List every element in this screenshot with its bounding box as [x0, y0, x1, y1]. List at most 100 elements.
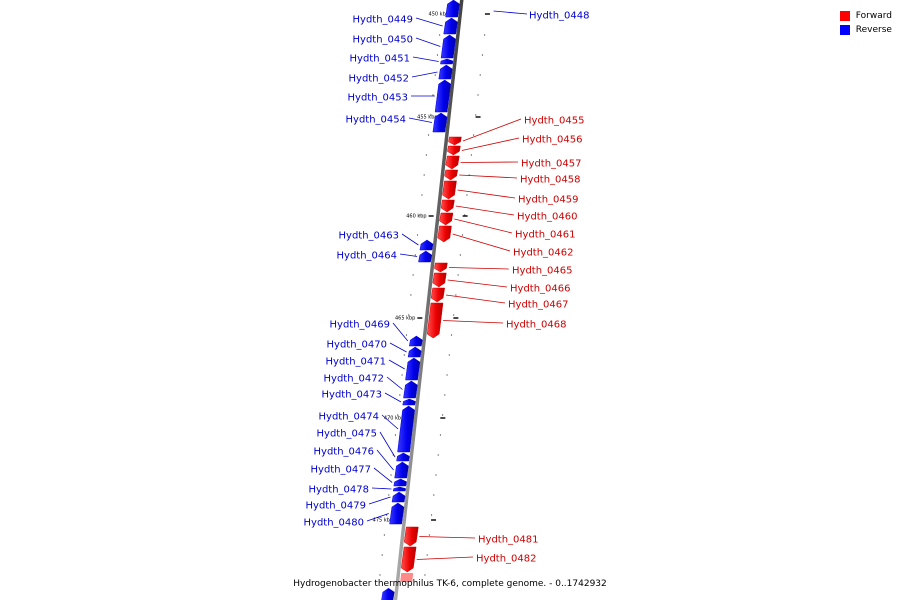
gene-label[interactable]: Hydth_0472	[324, 374, 385, 385]
gene-label[interactable]: Hydth_0461	[515, 230, 576, 241]
gene-label[interactable]: Hydth_0465	[512, 266, 573, 277]
gene-block[interactable]	[442, 180, 457, 200]
gene-block[interactable]	[445, 155, 460, 170]
minor-tick	[430, 514, 433, 516]
gene-label[interactable]: Hydth_0481	[478, 535, 539, 546]
gene-label[interactable]: Hydth_0469	[330, 320, 391, 331]
gene-block[interactable]	[393, 478, 407, 487]
reverse-swatch	[839, 25, 850, 35]
forward-swatch	[839, 11, 850, 21]
gene-label-connector	[412, 56, 439, 62]
gene-label[interactable]: Hydth_0466	[510, 284, 571, 295]
gene-block[interactable]	[434, 262, 448, 273]
minor-tick	[437, 454, 439, 456]
gene-label[interactable]: Hydth_0475	[317, 429, 378, 440]
gene-label-connector	[384, 392, 402, 403]
gene-block[interactable]	[419, 239, 434, 251]
minor-tick	[414, 254, 416, 256]
gene-label[interactable]: Hydth_0458	[520, 175, 581, 186]
gene-label[interactable]: Hydth_0478	[309, 485, 370, 496]
gene-label[interactable]: Hydth_0464	[337, 251, 398, 262]
gene-block[interactable]	[403, 526, 419, 547]
gene-label[interactable]: Hydth_0451	[350, 54, 411, 65]
gene-label-connector	[408, 117, 433, 123]
gene-label[interactable]: Hydth_0452	[349, 74, 410, 85]
gene-block[interactable]	[440, 58, 454, 65]
gene-label[interactable]: Hydth_0480	[304, 518, 365, 529]
minor-tick	[455, 294, 457, 296]
gene-block[interactable]	[403, 380, 418, 399]
tick-label: 455 kbp	[417, 115, 437, 121]
gene-block[interactable]	[440, 199, 455, 213]
gene-block[interactable]	[432, 272, 447, 288]
gene-block[interactable]	[443, 17, 458, 35]
gene-block[interactable]	[434, 79, 451, 113]
gene-block[interactable]	[389, 502, 405, 525]
gene-block[interactable]	[397, 405, 415, 453]
gene-block[interactable]	[401, 546, 417, 573]
gene-label[interactable]: Hydth_0460	[517, 212, 578, 223]
gene-label[interactable]: Hydth_0450	[353, 35, 414, 46]
gene-label-connector	[459, 174, 518, 179]
gene-label[interactable]: Hydth_0476	[314, 447, 375, 458]
gene-block[interactable]	[438, 64, 453, 80]
gene-block[interactable]	[391, 491, 406, 503]
gene-label[interactable]: Hydth_0470	[327, 340, 388, 351]
gene-block[interactable]	[444, 169, 459, 181]
minor-tick	[436, 54, 439, 56]
gene-block[interactable]	[394, 461, 409, 479]
gene-block[interactable]	[445, 0, 460, 18]
gene-label[interactable]: Hydth_0474	[319, 412, 380, 423]
gene-block[interactable]	[402, 398, 416, 406]
gene-block[interactable]	[381, 588, 395, 600]
minor-tick	[416, 234, 419, 236]
gene-label-connector	[416, 556, 474, 560]
gene-label[interactable]: Hydth_0449	[353, 15, 414, 26]
gene-label[interactable]: Hydth_0482	[476, 554, 537, 565]
gene-label[interactable]: Hydth_0462	[513, 248, 574, 259]
gene-label[interactable]: Hydth_0463	[339, 231, 400, 242]
minor-tick	[442, 414, 444, 416]
gene-label[interactable]: Hydth_0468	[506, 320, 567, 331]
gene-block[interactable]	[439, 212, 454, 226]
minor-tick	[401, 374, 403, 376]
gene-block[interactable]	[396, 452, 410, 462]
gene-block[interactable]	[426, 302, 444, 339]
gene-label[interactable]: Hydth_0454	[346, 115, 407, 126]
gene-block[interactable]	[405, 357, 421, 381]
minor-tick	[388, 494, 390, 496]
gene-label[interactable]: Hydth_0473	[322, 390, 383, 401]
gene-block[interactable]	[432, 112, 448, 133]
gene-label[interactable]: Hydth_0477	[311, 465, 372, 476]
gene-label[interactable]: Hydth_0471	[326, 357, 387, 368]
gene-block[interactable]	[400, 573, 414, 582]
gene-label[interactable]: Hydth_0453	[348, 93, 409, 104]
gene-label[interactable]: Hydth_0448	[529, 11, 590, 22]
legend: Forward Reverse	[839, 9, 892, 37]
gene-label[interactable]: Hydth_0459	[518, 195, 579, 206]
gene-block[interactable]	[437, 225, 452, 243]
gene-label[interactable]: Hydth_0479	[306, 501, 367, 512]
gene-label-connector	[399, 253, 418, 257]
gene-label[interactable]: Hydth_0456	[522, 135, 583, 146]
gene-label-connector	[373, 467, 393, 483]
gene-label-connector	[411, 71, 438, 78]
gene-label-connector	[443, 320, 504, 324]
gene-label-connector	[460, 161, 519, 163]
gene-block[interactable]	[408, 335, 423, 347]
gene-label[interactable]: Hydth_0457	[521, 159, 582, 170]
gene-block[interactable]	[392, 486, 406, 492]
gene-block[interactable]	[440, 34, 456, 59]
gene-block[interactable]	[447, 145, 461, 156]
gene-label[interactable]: Hydth_0455	[524, 116, 585, 127]
gene-label-connector	[379, 431, 396, 458]
gene-label[interactable]: Hydth_0467	[508, 300, 569, 311]
minor-tick	[444, 394, 446, 396]
gene-block[interactable]	[430, 287, 445, 303]
gene-block[interactable]	[418, 250, 433, 263]
minor-tick	[403, 354, 405, 356]
gene-block[interactable]	[448, 136, 462, 146]
genome-caption: Hydrogenobacter thermophilus TK-6, compl…	[293, 579, 607, 589]
gene-block[interactable]	[407, 346, 422, 358]
